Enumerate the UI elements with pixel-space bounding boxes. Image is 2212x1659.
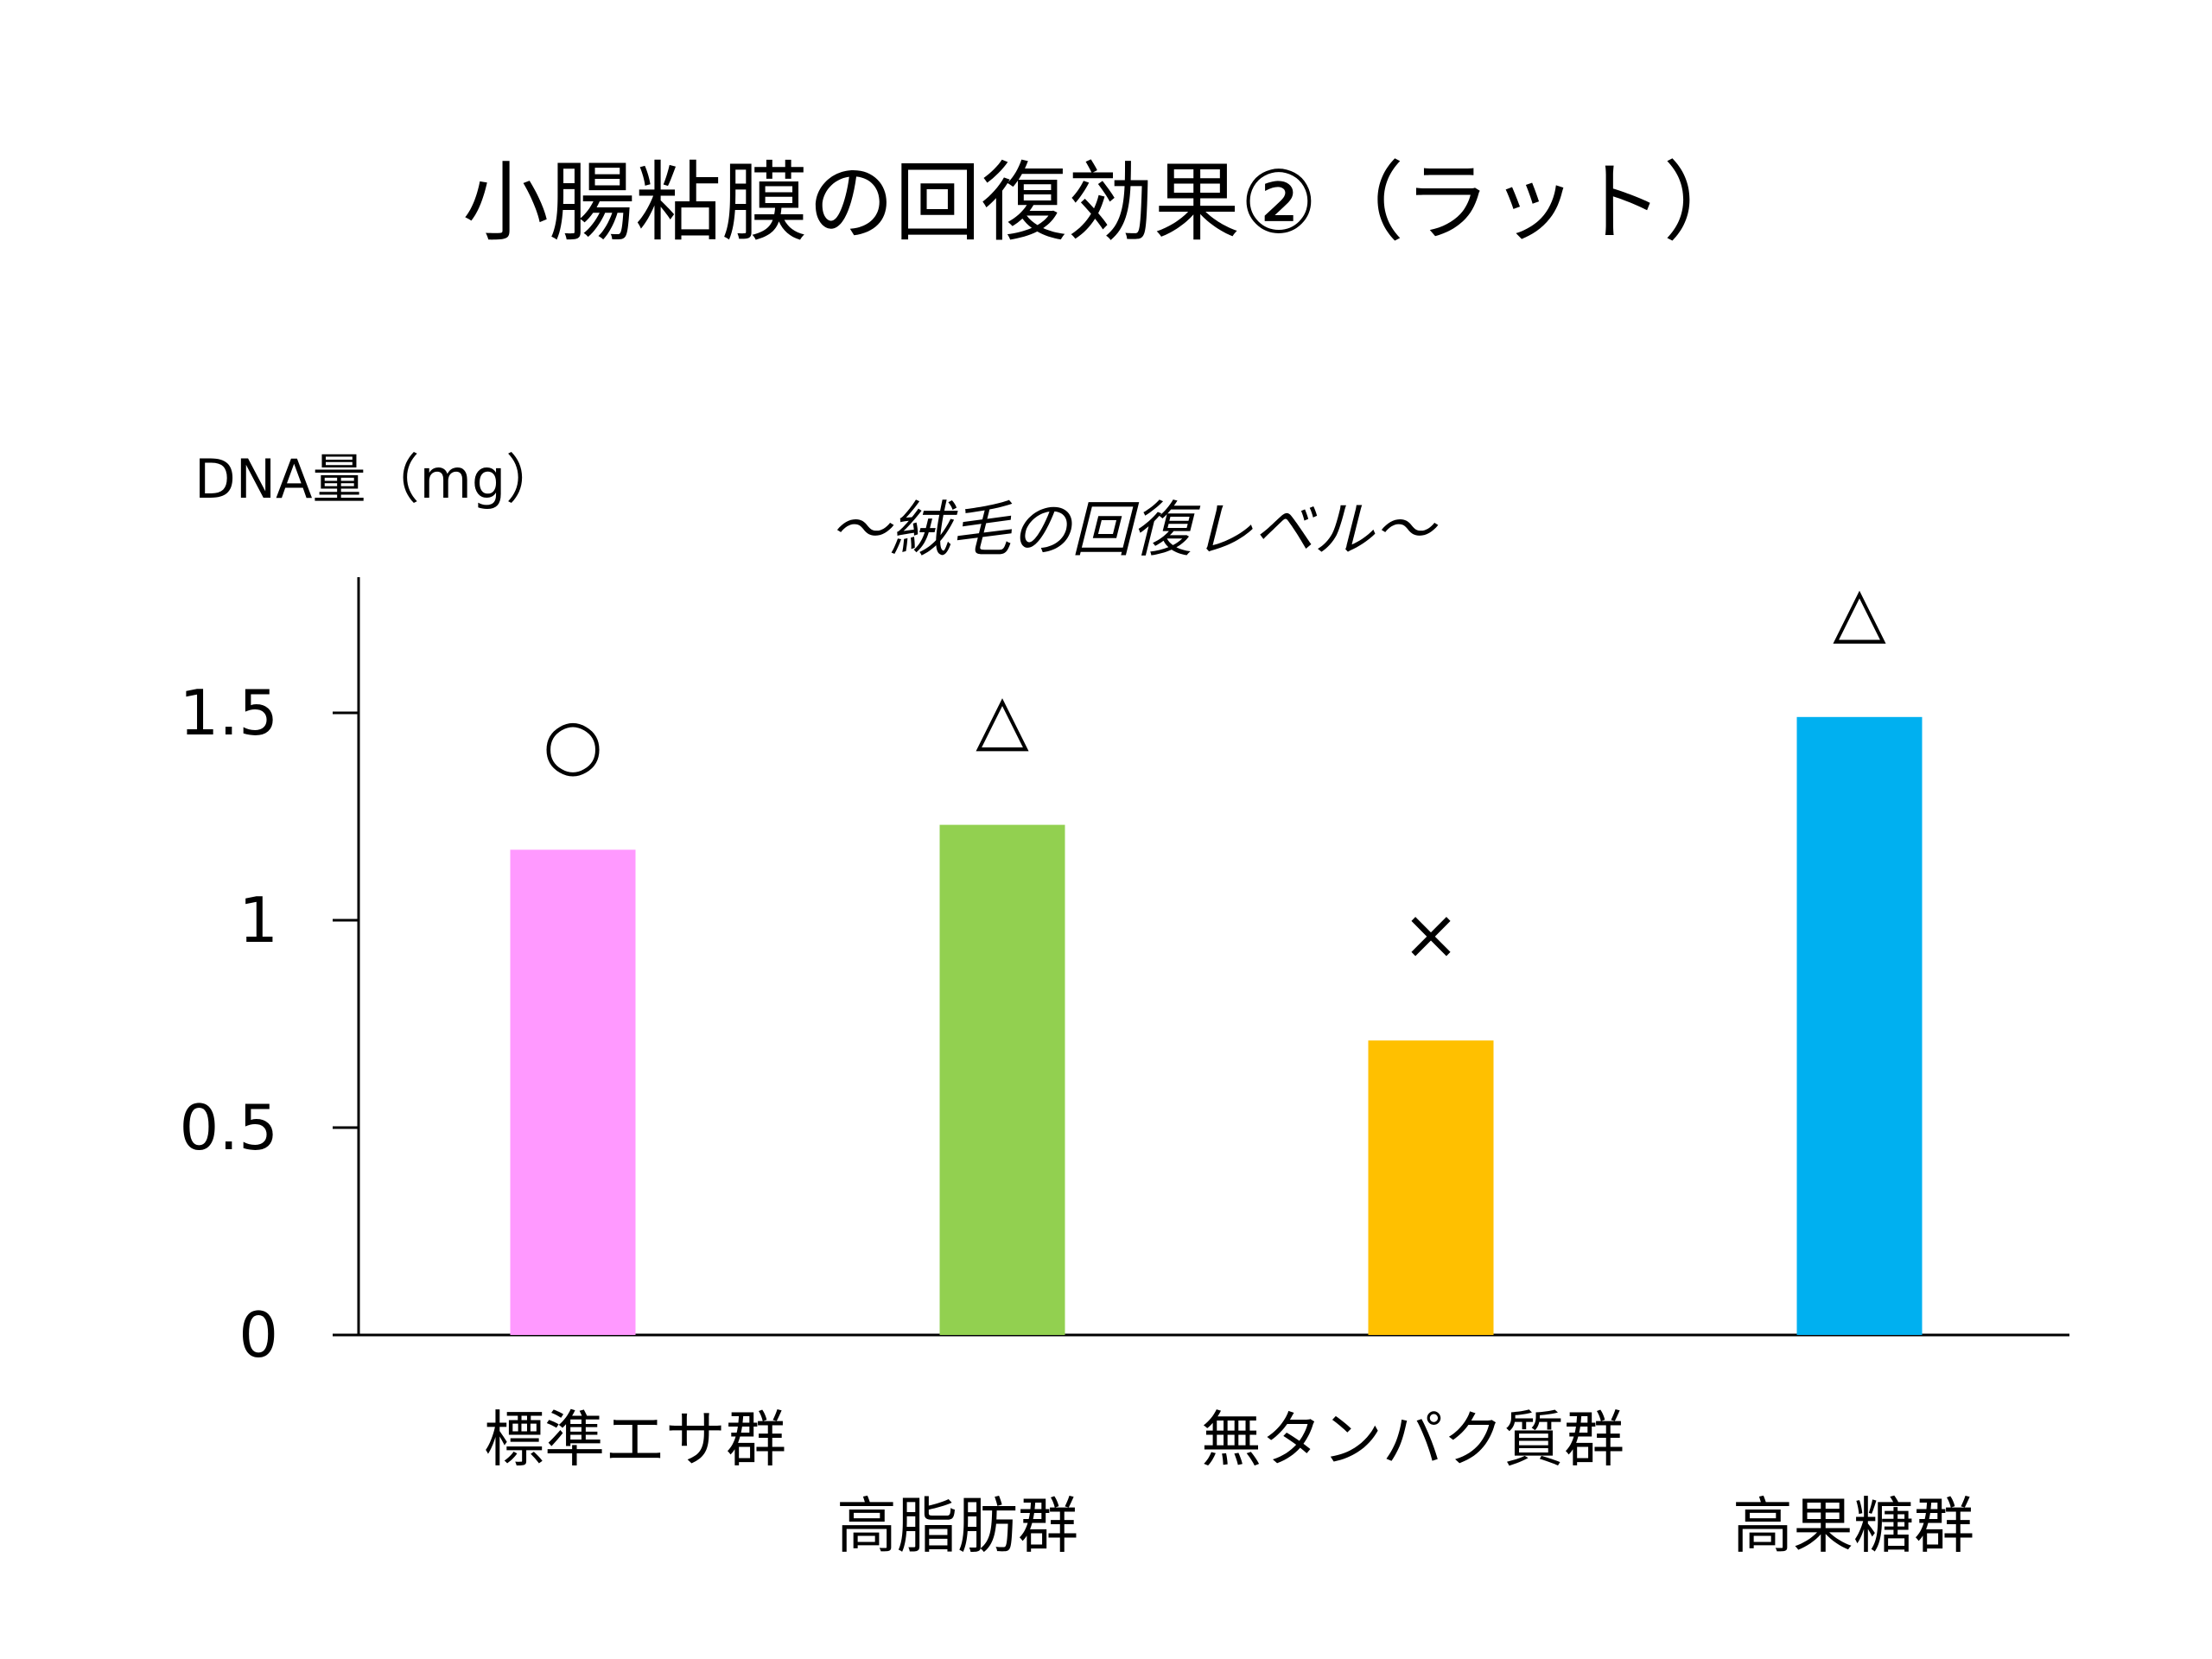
- bar-annotation: △: [1833, 571, 1886, 652]
- bar: [1796, 716, 1923, 1335]
- bar: [939, 824, 1065, 1335]
- bar-annotation: ○: [543, 703, 603, 784]
- category-label: 無タンパク質群: [1201, 1404, 1624, 1475]
- bar: [1368, 1040, 1494, 1335]
- bar-annotation: △: [976, 679, 1029, 760]
- category-label: 標準エサ群: [484, 1404, 786, 1475]
- y-axis-label: DNA量（mg）: [194, 448, 560, 511]
- chart-title: 小腸粘膜の回復効果②（ラット）: [462, 152, 1750, 253]
- bar-annotation: ×: [1402, 894, 1459, 975]
- y-tick-label: 1: [238, 884, 278, 957]
- bar: [510, 849, 636, 1335]
- y-tick-label: 0.5: [179, 1091, 278, 1164]
- category-label: 高脂肪群: [836, 1491, 1078, 1561]
- y-tick-label: 0: [238, 1299, 278, 1371]
- category-label: 高果糖群: [1732, 1491, 1974, 1561]
- y-tick-label: 1.5: [179, 677, 278, 749]
- chart-subtitle: ～絨毛の回復レベル～: [830, 494, 1434, 565]
